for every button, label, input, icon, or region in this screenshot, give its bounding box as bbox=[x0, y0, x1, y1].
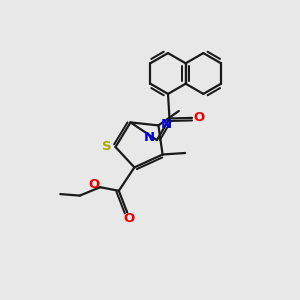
Text: S: S bbox=[102, 140, 112, 153]
Text: N: N bbox=[143, 131, 155, 144]
Text: N: N bbox=[160, 118, 172, 131]
Text: O: O bbox=[88, 178, 99, 191]
Text: O: O bbox=[124, 212, 135, 226]
Text: O: O bbox=[193, 111, 204, 124]
